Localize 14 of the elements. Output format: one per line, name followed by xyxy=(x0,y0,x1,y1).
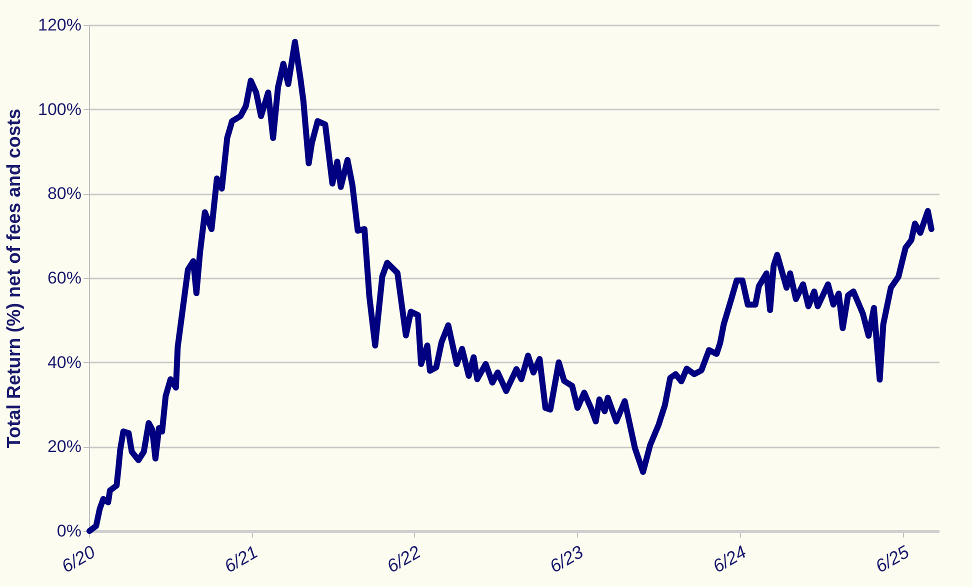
x-tick-label: 6/24 xyxy=(709,542,750,577)
y-tick-label: 120% xyxy=(38,16,82,34)
y-tick-label: 60% xyxy=(47,268,82,288)
y-tick-label: 40% xyxy=(47,352,82,372)
y-axis-title: Total Return (%) net of fees and costs xyxy=(4,108,26,448)
x-tick-label: 6/25 xyxy=(872,541,914,577)
y-tick-label: 0% xyxy=(56,522,82,540)
y-tick-label: 100% xyxy=(38,100,82,119)
x-tick-label: 6/22 xyxy=(384,542,424,577)
y-tick-label: 20% xyxy=(47,437,82,456)
x-tick-label: 6/23 xyxy=(546,542,587,577)
y-tick-label: 80% xyxy=(47,184,82,204)
x-tick-label: 6/20 xyxy=(58,542,98,577)
x-tick-label: 6/21 xyxy=(220,542,262,577)
